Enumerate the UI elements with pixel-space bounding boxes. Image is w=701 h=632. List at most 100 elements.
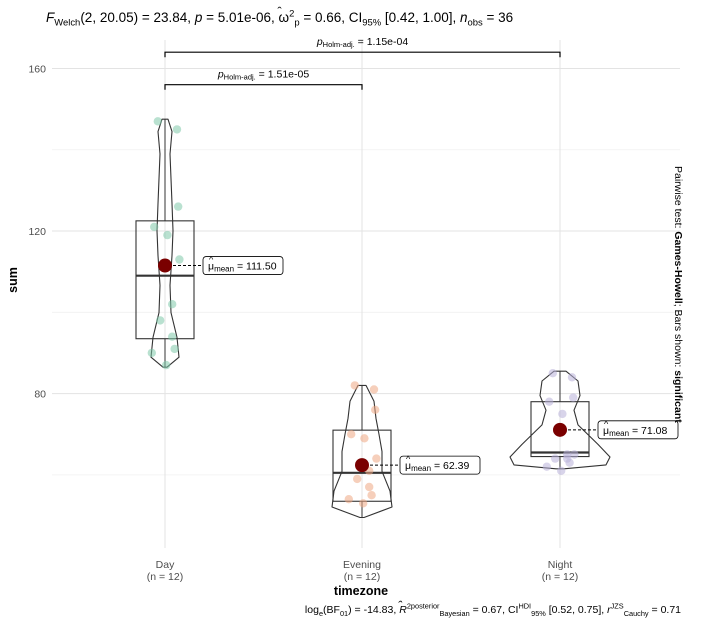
subtitle-middle: ; Bars shown: — [672, 303, 684, 371]
title-dfs: (2, 20.05) — [80, 10, 139, 25]
caption-r-sup: JZS — [610, 601, 624, 611]
mean-label-box — [597, 420, 679, 440]
mean-label-box — [399, 455, 481, 475]
subtitle-shown: significant — [672, 370, 684, 423]
data-point — [170, 344, 179, 354]
comparison-bracket — [164, 51, 561, 58]
caption-bf-func-sub: e — [318, 609, 324, 619]
data-point — [545, 397, 554, 406]
data-point — [557, 466, 566, 475]
data-point — [172, 125, 182, 134]
caption-bf-close: ) — [348, 604, 352, 616]
caption-ci-label: CI — [507, 604, 519, 616]
data-point — [168, 300, 177, 309]
pairwise-subtitle: Pairwise test: Games-Howell; Bars shown:… — [672, 166, 684, 423]
data-point — [156, 316, 165, 325]
x-tick-label: Day — [156, 559, 175, 571]
comparison-label: pHolm-adj. = 1.15e-04 — [316, 36, 409, 49]
caption-ci-value: [0.52, 0.75] — [548, 604, 602, 616]
caption-r2-value: 0.67 — [481, 604, 503, 616]
data-point — [542, 462, 551, 471]
data-point — [365, 482, 374, 492]
x-tick-n-label: (n = 12) — [344, 571, 380, 583]
data-point — [153, 117, 162, 126]
title-effsize-symbol: ω — [279, 10, 290, 25]
caption-r2-sup2: posterior — [410, 601, 440, 611]
caption-bf-sub: 01 — [339, 609, 349, 619]
data-point — [548, 369, 557, 378]
caption-bf-func: log — [304, 604, 319, 616]
data-point — [347, 430, 356, 439]
data-point — [168, 332, 177, 341]
title-ci-value: [0.42, 1.00] — [384, 10, 453, 25]
subtitle-prefix: Pairwise test: — [672, 166, 684, 232]
x-tick-n-label: (n = 12) — [542, 571, 578, 583]
y-tick-label: 80 — [34, 389, 46, 401]
data-point — [567, 373, 577, 382]
comparison-label: pHolm-adj. = 1.51e-05 — [217, 69, 310, 82]
data-point — [174, 202, 183, 211]
x-tick-label: Night — [548, 559, 573, 571]
data-point — [147, 348, 156, 358]
title-n-sub: obs — [467, 17, 483, 29]
x-axis-title: timezone — [334, 584, 388, 598]
data-point — [558, 409, 567, 419]
caption-ci-sub: 95% — [531, 609, 546, 619]
title-effsize-sup: 2 — [289, 8, 295, 20]
mean-label-hat: ^ — [604, 419, 609, 429]
comparison-bracket — [164, 84, 363, 90]
caption-r2-sub: Bayesian — [439, 609, 470, 619]
title-ci-label: CI — [348, 10, 363, 25]
mean-label-day: μmean = 111.50 — [208, 261, 277, 274]
data-point — [150, 222, 159, 232]
subtitle-test: Games-Howell — [672, 231, 684, 304]
mean-label-night: μmean = 71.08 — [603, 425, 667, 438]
data-point — [372, 454, 381, 463]
caption-bf-label: (BF — [323, 604, 340, 616]
data-point — [371, 405, 380, 414]
title-stat-value: 23.84 — [153, 10, 188, 25]
x-tick-label: Evening — [343, 559, 381, 571]
data-point — [344, 495, 353, 504]
title-p-value: 5.01e-06 — [217, 10, 272, 25]
caption-r-sub: Cauchy — [623, 609, 649, 619]
caption-r2-sup: 2 — [406, 601, 411, 611]
caption-ci-sup: HDI — [518, 601, 532, 611]
data-point — [570, 450, 579, 459]
x-tick-n-label: (n = 12) — [147, 571, 183, 583]
data-point — [162, 360, 171, 370]
data-point — [350, 381, 359, 390]
mean-label-evening: μmean = 62.39 — [405, 460, 469, 473]
y-tick-label: 160 — [28, 63, 46, 75]
caption-r2-label: R — [399, 604, 407, 616]
title-ci-sub: 95% — [362, 17, 382, 29]
y-tick-label: 120 — [28, 226, 46, 238]
mean-label-box — [202, 256, 284, 275]
title-n-value: 36 — [498, 10, 514, 25]
data-point — [565, 458, 574, 467]
mean-label-hat: ^ — [406, 454, 411, 464]
mean-point-evening — [355, 458, 369, 473]
caption-r-label: r — [607, 604, 611, 616]
data-point — [369, 385, 379, 394]
mean-point-day — [158, 258, 172, 273]
chart-caption: loge(BF01) = -14.83, R2posteriorBayesian… — [304, 601, 681, 619]
data-point — [367, 491, 376, 500]
title-stat-sub: Welch — [54, 17, 81, 29]
title-effsize-sub: p — [294, 17, 300, 29]
data-point — [175, 255, 184, 264]
mean-point-night — [553, 422, 567, 437]
data-point — [359, 499, 368, 508]
y-axis-title: sum — [6, 267, 20, 293]
caption-r-value: 0.71 — [660, 604, 681, 616]
mean-label-hat: ^ — [209, 255, 214, 265]
data-point — [551, 454, 560, 463]
chart-title: FWelch(2, 20.05) = 23.84, p = 5.01e-06, … — [46, 8, 514, 28]
violin-day — [150, 118, 180, 368]
title-n-label: n — [460, 10, 468, 25]
data-point — [353, 474, 362, 484]
data-point — [360, 434, 369, 443]
title-p-label: p — [194, 10, 203, 25]
data-point — [163, 230, 172, 240]
